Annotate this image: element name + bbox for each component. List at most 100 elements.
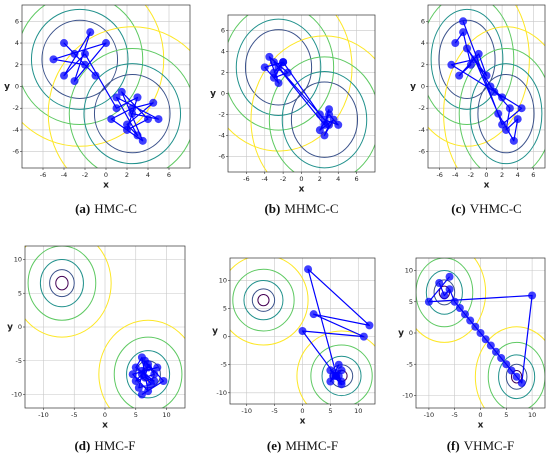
x-tick-label: 0 [478, 411, 482, 419]
contour [68, 47, 190, 168]
sample [298, 327, 307, 335]
x-tick-label: 6 [355, 175, 359, 183]
sample [482, 71, 491, 80]
x-tick-label: 2 [318, 175, 322, 183]
sample [117, 87, 126, 96]
panel: -6 -4 -2 0 2 4 6 -6 -4 -2 0 2 4 6 x y (a) HMC-C [4, 4, 191, 216]
sample [494, 109, 503, 118]
contour [228, 15, 335, 131]
sample [107, 115, 116, 124]
contour [243, 279, 284, 321]
x-tick-label: 2 [125, 171, 129, 179]
contour [428, 5, 515, 126]
sample [315, 110, 324, 119]
contour [39, 259, 84, 308]
plot-frame [227, 14, 376, 173]
contour [22, 5, 144, 126]
sample [91, 71, 100, 80]
x-tick-label: -4 [262, 175, 268, 183]
y-tick-label: -2 [219, 110, 225, 118]
sample [60, 71, 68, 80]
sample [81, 49, 89, 58]
y-axis-label: y [210, 89, 216, 99]
panel: -10 -5 0 5 10 -10 -5 0 5 10 x y (d) HMC-F [7, 245, 186, 453]
sample [112, 104, 121, 113]
sample [507, 366, 516, 375]
panel: -6 -4 -2 0 2 4 6 -6 -4 -2 0 2 4 6 x y (b) MHMC-C [210, 14, 376, 216]
contour [113, 336, 183, 408]
y-tick-label: -4 [219, 131, 225, 139]
sample [470, 55, 479, 64]
sample [70, 77, 79, 86]
y-tick-label: 0 [409, 329, 413, 337]
sample [497, 354, 506, 362]
panel: -10 -5 0 5 10 -10 -5 0 5 10 x y (f) VHMC-F [398, 257, 546, 453]
contour [22, 5, 165, 147]
y-tick-label: 6 [421, 17, 425, 25]
sample [260, 63, 269, 72]
sample [334, 371, 343, 380]
sample [471, 322, 480, 331]
sample [466, 316, 475, 325]
x-tick-label: -6 [243, 175, 249, 183]
y-axis-label: y [212, 327, 218, 337]
y-tick-label: 2 [221, 69, 225, 77]
x-tick-label: 10 [162, 411, 170, 419]
sample [424, 297, 433, 306]
y-tick-label: 10 [219, 276, 227, 284]
x-tick-label: 6 [167, 171, 171, 179]
sample [70, 49, 79, 58]
sample [269, 58, 278, 67]
x-tick-label: 0 [103, 411, 107, 419]
y-tick-label: -5 [16, 357, 22, 365]
caption-name: MHMC-C [284, 201, 338, 216]
x-tick-label: -2 [468, 171, 474, 179]
x-tick-label: -6 [436, 171, 442, 179]
sample [159, 377, 168, 385]
sample [476, 329, 485, 337]
contour [469, 63, 543, 165]
sample [445, 272, 454, 281]
contour [290, 81, 359, 158]
contour [474, 326, 545, 408]
y-tick-label: 2 [421, 61, 425, 69]
sample [463, 44, 471, 53]
caption-name: HMC-C [94, 201, 137, 216]
y-axis-label: y [4, 82, 10, 92]
contour [416, 258, 474, 328]
contour [257, 294, 270, 307]
x-axis-label: x [484, 181, 490, 191]
sample [86, 28, 95, 37]
contour [425, 270, 463, 315]
trace [424, 272, 537, 387]
y-tick-label: 6 [221, 27, 225, 35]
sample [329, 115, 338, 124]
caption-label: (a) [75, 201, 90, 216]
y-tick-label: -4 [13, 126, 19, 134]
sample [141, 373, 149, 382]
x-tick-label: 4 [336, 175, 340, 183]
sample [133, 93, 142, 102]
caption-label: (d) [74, 438, 90, 453]
y-tick-label: -5 [407, 360, 413, 368]
plot-frame [24, 245, 186, 409]
sample [359, 332, 368, 341]
sample [315, 126, 324, 135]
sample [455, 304, 464, 312]
sample [128, 109, 137, 118]
sample [326, 366, 335, 375]
y-tick-label: -5 [221, 361, 227, 369]
sample [154, 115, 163, 124]
trace [298, 265, 374, 389]
sample [131, 363, 140, 372]
sample [509, 136, 518, 145]
x-tick-label: 5 [134, 411, 138, 419]
contour [477, 74, 535, 154]
y-tick-label: 6 [15, 17, 19, 25]
x-tick-label: -4 [452, 171, 458, 179]
x-tick-label: 4 [516, 171, 520, 179]
sample [269, 73, 278, 82]
y-tick-label: -10 [402, 392, 413, 400]
sample [513, 115, 522, 124]
x-tick-label: 4 [146, 171, 150, 179]
